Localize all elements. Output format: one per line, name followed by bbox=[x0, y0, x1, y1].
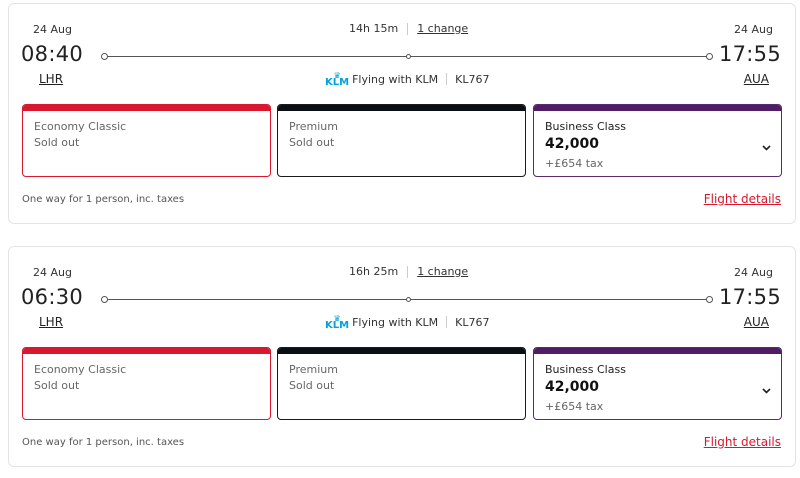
fare-economy[interactable]: Economy Classic Sold out bbox=[22, 347, 271, 420]
arrival-airport-link[interactable]: AUA bbox=[743, 315, 769, 329]
divider bbox=[446, 316, 448, 328]
chevron-down-icon[interactable] bbox=[762, 141, 771, 154]
operating-airline: ♛ KLM Flying with KLM KL767 bbox=[325, 71, 490, 88]
destination-dot bbox=[706, 296, 713, 303]
fare-status: Sold out bbox=[34, 379, 80, 392]
fare-class: Business Class bbox=[545, 363, 626, 376]
fare-color-bar bbox=[278, 348, 525, 354]
airline-name: Flying with KLM bbox=[352, 72, 439, 86]
departure-time: 08:40 bbox=[21, 42, 84, 66]
fare-class: Premium bbox=[289, 363, 338, 376]
fare-tax: +£654 tax bbox=[545, 157, 604, 170]
fare-economy[interactable]: Economy Classic Sold out bbox=[22, 104, 271, 177]
destination-dot bbox=[706, 53, 713, 60]
fare-color-bar bbox=[534, 348, 781, 354]
fare-points: 42,000 bbox=[545, 379, 600, 395]
divider bbox=[407, 22, 409, 35]
origin-dot bbox=[101, 296, 108, 303]
fare-color-bar bbox=[534, 105, 781, 111]
fare-business[interactable]: Business Class 42,000 +£654 tax bbox=[533, 347, 782, 420]
flight-number: KL767 bbox=[455, 72, 490, 86]
arrival-time: 17:55 bbox=[718, 285, 781, 309]
arrival-date: 24 Aug bbox=[734, 23, 773, 36]
departure-time: 06:30 bbox=[21, 285, 84, 309]
departure-airport-link[interactable]: LHR bbox=[39, 315, 64, 329]
fare-tax: +£654 tax bbox=[545, 400, 604, 413]
stop-dot bbox=[406, 54, 411, 59]
fare-class: Business Class bbox=[545, 120, 626, 133]
departure-airport-link[interactable]: LHR bbox=[39, 72, 64, 86]
departure-date: 24 Aug bbox=[33, 266, 72, 279]
changes-link[interactable]: 1 change bbox=[417, 22, 469, 35]
fare-class: Premium bbox=[289, 120, 338, 133]
fare-color-bar bbox=[23, 105, 270, 111]
fare-status: Sold out bbox=[289, 136, 335, 149]
fare-color-bar bbox=[278, 105, 525, 111]
flight-number: KL767 bbox=[455, 315, 490, 329]
flight-meta: 14h 15m 1 change bbox=[349, 22, 468, 35]
route-line bbox=[101, 296, 713, 304]
flight-details-link[interactable]: Flight details bbox=[703, 192, 781, 206]
fare-status: Sold out bbox=[34, 136, 80, 149]
arrival-date: 24 Aug bbox=[734, 266, 773, 279]
klm-logo-text: KLM bbox=[325, 320, 350, 331]
chevron-down-icon[interactable] bbox=[762, 384, 771, 397]
arrival-time: 17:55 bbox=[718, 42, 781, 66]
fare-status: Sold out bbox=[289, 379, 335, 392]
duration: 14h 15m bbox=[349, 22, 399, 35]
fare-footnote: One way for 1 person, inc. taxes bbox=[22, 194, 185, 205]
divider bbox=[407, 265, 409, 278]
fare-class: Economy Classic bbox=[34, 120, 127, 133]
klm-logo-text: KLM bbox=[325, 77, 350, 88]
origin-dot bbox=[101, 53, 108, 60]
operating-airline: ♛ KLM Flying with KLM KL767 bbox=[325, 314, 490, 331]
airline-name: Flying with KLM bbox=[352, 315, 439, 329]
crown-icon: ♛ bbox=[333, 314, 341, 323]
stop-dot bbox=[406, 297, 411, 302]
fare-premium[interactable]: Premium Sold out bbox=[277, 104, 526, 177]
flight-details-link[interactable]: Flight details bbox=[703, 435, 781, 449]
departure-date: 24 Aug bbox=[33, 23, 72, 36]
flight-card: 24 Aug 14h 15m 1 change 24 Aug 08:40 17:… bbox=[8, 3, 796, 224]
divider bbox=[446, 73, 448, 85]
crown-icon: ♛ bbox=[333, 71, 341, 80]
fare-footnote: One way for 1 person, inc. taxes bbox=[22, 437, 185, 448]
fare-premium[interactable]: Premium Sold out bbox=[277, 347, 526, 420]
klm-logo: ♛ KLM bbox=[325, 71, 350, 88]
arrival-airport-link[interactable]: AUA bbox=[743, 72, 769, 86]
klm-logo: ♛ KLM bbox=[325, 314, 350, 331]
fare-business[interactable]: Business Class 42,000 +£654 tax bbox=[533, 104, 782, 177]
duration: 16h 25m bbox=[349, 265, 399, 278]
route-line bbox=[101, 53, 713, 61]
changes-link[interactable]: 1 change bbox=[417, 265, 469, 278]
fare-color-bar bbox=[23, 348, 270, 354]
fare-class: Economy Classic bbox=[34, 363, 127, 376]
flight-meta: 16h 25m 1 change bbox=[349, 265, 468, 278]
flight-card: 24 Aug 16h 25m 1 change 24 Aug 06:30 17:… bbox=[8, 246, 796, 467]
fare-points: 42,000 bbox=[545, 136, 600, 152]
